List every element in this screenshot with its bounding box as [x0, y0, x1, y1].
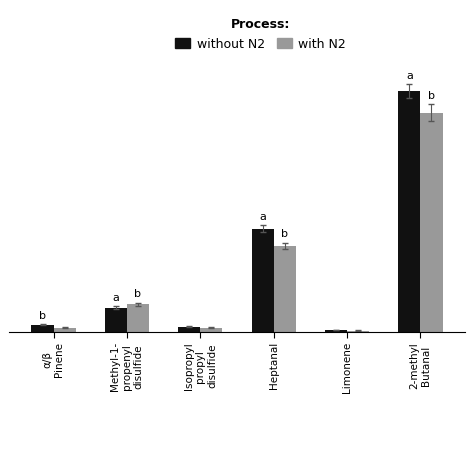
Legend: without N2, with N2: without N2, with N2: [170, 13, 351, 55]
Bar: [31, 325, 54, 332]
Bar: [273, 246, 296, 332]
Text: b: b: [135, 289, 141, 299]
Bar: [105, 308, 127, 332]
Text: a: a: [259, 212, 266, 222]
Bar: [399, 91, 420, 332]
Bar: [347, 330, 369, 332]
Bar: [127, 304, 149, 332]
Text: b: b: [39, 311, 46, 321]
Text: a: a: [112, 293, 119, 303]
Bar: [325, 330, 347, 332]
Bar: [178, 327, 201, 332]
Bar: [252, 229, 273, 332]
Text: b: b: [281, 229, 288, 239]
Bar: [420, 113, 443, 332]
Bar: [54, 328, 75, 332]
Text: b: b: [428, 91, 435, 100]
Text: a: a: [406, 71, 413, 81]
Bar: [201, 328, 222, 332]
